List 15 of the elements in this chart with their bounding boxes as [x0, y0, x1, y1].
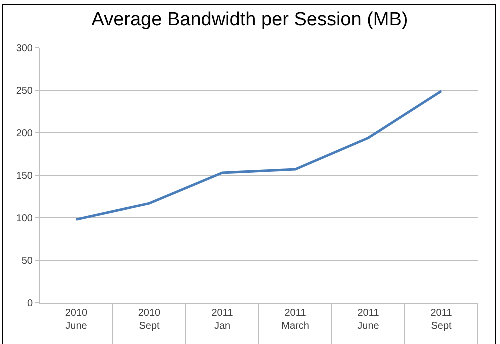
line-series [75, 90, 443, 221]
y-tick-label: 300 [16, 44, 34, 54]
y-tick-label: 250 [16, 86, 34, 97]
y-tick-label: 150 [16, 171, 34, 182]
x-tick-label: 2010 June [65, 308, 88, 332]
x-tick-label: 2011 Sept [430, 308, 453, 332]
chart-title: Average Bandwidth per Session (MB) [92, 9, 408, 30]
y-tick-label: 200 [16, 128, 34, 140]
x-tick-label: 2011 March [282, 308, 310, 332]
y-tick-label: 100 [16, 214, 34, 224]
y-tick-label: 0 [27, 298, 34, 310]
x-tick-label: 2010 Sept [138, 308, 162, 332]
x-tick-label: 2011 June [358, 308, 380, 332]
y-tick-label: 50 [22, 256, 34, 267]
x-tick-label: 2011 Jan [212, 308, 234, 332]
